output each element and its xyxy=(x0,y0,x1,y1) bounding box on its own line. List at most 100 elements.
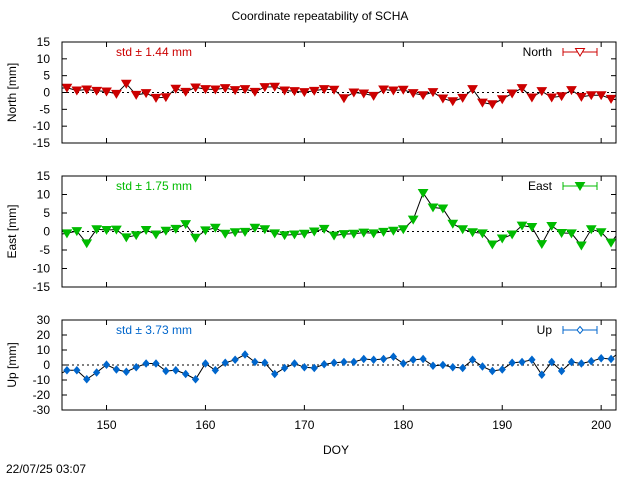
up-point xyxy=(122,367,130,377)
east-point xyxy=(209,223,221,233)
up-point xyxy=(320,359,328,369)
up-point xyxy=(280,363,289,373)
north-point xyxy=(170,84,182,94)
up-point xyxy=(429,361,437,371)
east-axis-label: East [mm] xyxy=(5,204,19,258)
east-point xyxy=(328,231,340,241)
east-point xyxy=(180,220,192,230)
north-point xyxy=(447,97,459,107)
up-point xyxy=(548,357,556,367)
x-tick-label: 190 xyxy=(492,418,512,432)
north-point xyxy=(536,87,548,97)
up-ytick-label: 0 xyxy=(43,358,50,372)
north-legend-marker xyxy=(574,48,586,57)
north-point xyxy=(575,92,587,102)
east-point xyxy=(71,227,83,237)
north-std-label: std ± 1.44 mm xyxy=(116,45,192,59)
east-point xyxy=(546,221,558,231)
north-point xyxy=(585,91,597,101)
east-point xyxy=(467,228,478,238)
east-point xyxy=(219,229,231,239)
east-point xyxy=(81,239,93,249)
up-point xyxy=(172,365,180,375)
north-point xyxy=(546,93,558,103)
up-point xyxy=(340,357,348,367)
north-point xyxy=(506,89,518,99)
up-point xyxy=(587,356,595,366)
up-point xyxy=(152,359,160,368)
up-point xyxy=(162,366,170,376)
up-point xyxy=(538,370,546,380)
north-point xyxy=(595,91,607,101)
north-point xyxy=(269,82,281,92)
north-point xyxy=(477,98,488,108)
up-point xyxy=(83,374,91,384)
north-point xyxy=(566,86,577,96)
up-point xyxy=(290,359,299,368)
up-point xyxy=(597,353,605,363)
east-point xyxy=(160,226,172,236)
north-point xyxy=(486,100,498,110)
up-point xyxy=(618,347,624,354)
north-series xyxy=(62,79,616,110)
east-point xyxy=(595,228,607,238)
north-point xyxy=(437,94,449,104)
east-ytick-label: 15 xyxy=(37,169,51,183)
north-point xyxy=(81,85,93,95)
up-point xyxy=(112,365,121,374)
east-point xyxy=(486,240,498,250)
east-point xyxy=(447,219,459,229)
north-ytick-label: 15 xyxy=(37,35,51,49)
east-point xyxy=(556,228,567,238)
east-point xyxy=(269,229,281,239)
up-point xyxy=(360,354,368,364)
up-point xyxy=(409,355,417,365)
chart-title: Coordinate repeatability of SCHA xyxy=(231,9,409,23)
east-point xyxy=(120,233,132,243)
north-point xyxy=(298,88,310,98)
east-point xyxy=(417,189,429,198)
up-point xyxy=(557,366,566,376)
up-std-label: std ± 3.73 mm xyxy=(116,323,192,337)
up-ytick-label: -20 xyxy=(33,388,51,402)
x-tick-label: 180 xyxy=(393,418,413,432)
east-point xyxy=(239,227,251,237)
east-point xyxy=(397,225,409,235)
north-point xyxy=(219,84,231,94)
north-point xyxy=(318,85,330,95)
north-point xyxy=(348,88,360,98)
north-point xyxy=(101,87,112,97)
up-point xyxy=(300,362,309,372)
up-point xyxy=(419,354,427,364)
up-point xyxy=(330,358,338,368)
east-point xyxy=(190,233,201,243)
north-point xyxy=(457,93,469,103)
east-point xyxy=(457,225,469,235)
up-point xyxy=(567,357,576,367)
north-ytick-label: 10 xyxy=(37,52,51,66)
east-ytick-label: -10 xyxy=(33,262,51,276)
north-legend-label: North xyxy=(523,45,552,59)
north-point xyxy=(279,86,290,96)
east-point xyxy=(585,225,597,235)
north-point xyxy=(467,85,478,95)
east-point xyxy=(338,230,350,240)
north-point xyxy=(289,87,300,97)
east-point xyxy=(140,226,152,235)
up-point xyxy=(73,365,81,375)
up-legend-label: Up xyxy=(537,323,553,337)
north-point xyxy=(190,83,201,93)
east-point xyxy=(516,221,528,231)
east-point xyxy=(526,223,538,233)
east-point xyxy=(298,229,310,239)
north-point xyxy=(605,94,616,104)
up-point xyxy=(310,363,318,373)
east-point xyxy=(259,225,271,235)
up-point xyxy=(350,357,358,367)
east-point xyxy=(536,240,548,250)
east-std-label: std ± 1.75 mm xyxy=(116,179,192,193)
up-legend-marker xyxy=(576,325,584,335)
north-ytick-label: -10 xyxy=(33,119,51,133)
north-point xyxy=(328,85,340,95)
up-point xyxy=(221,358,229,368)
